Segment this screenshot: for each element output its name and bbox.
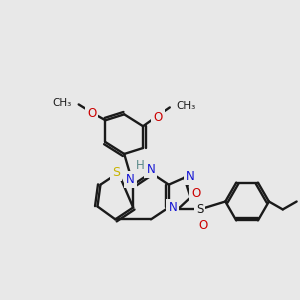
- Text: N: N: [186, 170, 195, 183]
- Text: O: O: [153, 111, 163, 124]
- Text: CH₃: CH₃: [52, 98, 72, 108]
- Text: N: N: [147, 163, 155, 176]
- Text: S: S: [112, 166, 120, 179]
- Text: N: N: [168, 201, 177, 214]
- Text: O: O: [191, 187, 200, 200]
- Text: S: S: [196, 203, 203, 216]
- Text: O: O: [199, 219, 208, 232]
- Text: N: N: [192, 191, 201, 204]
- Text: N: N: [126, 173, 135, 186]
- Text: CH₃: CH₃: [177, 101, 196, 111]
- Text: O: O: [87, 107, 96, 120]
- Text: H: H: [136, 159, 145, 172]
